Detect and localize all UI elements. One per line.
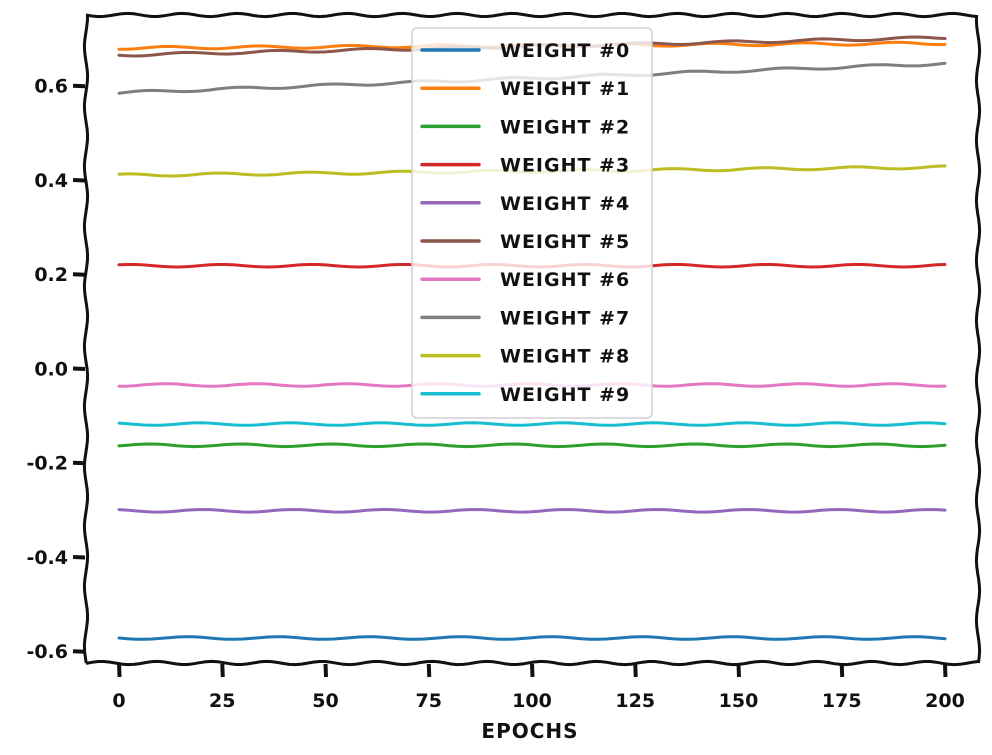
y-tick-mark [72,554,86,560]
x-tick-mark [323,663,329,678]
y-tick-label: 0.0 [34,358,68,380]
x-tick-label: 150 [719,690,759,712]
legend-label: WEIGHT #8 [500,346,630,368]
x-tick-mark [633,663,638,678]
legend: WEIGHT #0 WEIGHT #1 WEIGHT #2 WEIGHT #3 WEIG… [411,27,653,419]
series-line-weight-2 [117,442,947,449]
series-line-weight-9 [117,421,947,427]
plot-frame [82,11,982,667]
y-tick-label: 0.2 [34,264,68,286]
y-tick-mark [72,272,86,277]
legend-label: WEIGHT #5 [500,231,630,253]
x-tick-label: 175 [822,690,862,712]
y-tick-mark [72,649,86,654]
y-tick-mark [72,177,86,183]
legend-label: WEIGHT #7 [500,307,630,329]
x-tick-label: 200 [925,690,965,712]
y-tick-label: 0.4 [34,170,68,192]
legend-label: WEIGHT #1 [500,78,630,100]
y-tick-mark [72,366,86,371]
legend-label: WEIGHT #0 [500,40,630,62]
y-tick-label: -0.6 [26,641,68,663]
x-tick-mark [839,663,845,678]
y-tick-mark [72,460,86,466]
y-tick-label: 0.6 [34,76,68,98]
legend-label: WEIGHT #6 [500,269,630,291]
y-tick-label: -0.2 [26,453,68,475]
legend-label: WEIGHT #3 [500,155,630,177]
y-tick-mark [72,83,86,89]
series-line-weight-4 [117,507,947,514]
x-tick-label: 125 [615,690,655,712]
x-axis-label: EPOCHS [481,719,578,743]
x-tick-mark [942,663,948,678]
x-tick-label: 0 [112,690,125,712]
x-tick-mark [117,663,122,678]
legend-label: WEIGHT #9 [500,384,630,406]
y-axis: -0.6 -0.4 -0.2 0.0 0.2 0.4 0.6 [26,76,86,663]
x-tick-label: 25 [209,690,235,712]
y-tick-label: -0.4 [26,547,68,569]
x-tick-mark [530,663,535,678]
x-tick-label: 100 [512,690,552,712]
x-axis: 0 25 50 75 100 125 150 175 200 [112,663,965,712]
series-line-weight-0 [117,635,947,641]
legend-label: WEIGHT #2 [500,116,630,138]
x-tick-mark [736,663,741,678]
x-tick-label: 75 [416,690,442,712]
legend-label: WEIGHT #4 [500,193,630,215]
x-tick-label: 50 [312,690,338,712]
x-tick-mark [426,663,432,678]
x-tick-mark [220,663,225,678]
